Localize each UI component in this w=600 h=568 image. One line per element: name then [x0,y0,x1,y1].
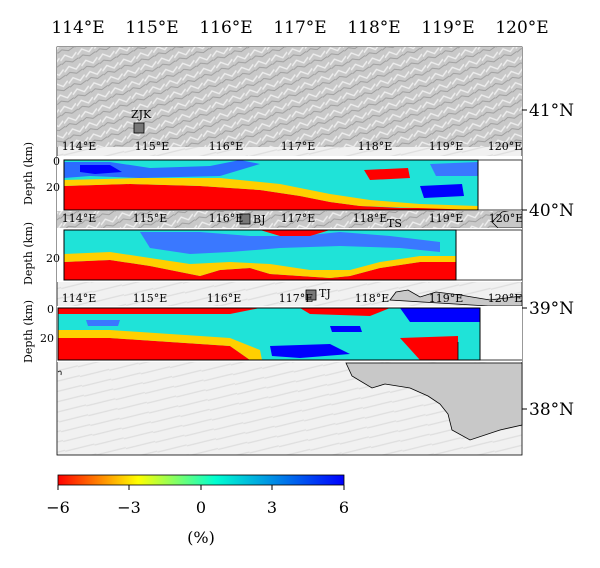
station-label-bj: BJ [253,213,266,226]
section-3-fast-anomaly [400,308,480,322]
section-1-slow-anomaly [364,168,410,180]
section-lon-label: 119°E [429,140,464,153]
top-longitude-axis: 114°E 115°E 116°E 117°E 118°E 119°E 120°… [51,18,548,38]
section-lon-label: 116°E [209,140,244,153]
section-3-transition [58,330,262,360]
section-lon-label: 120°E [488,140,523,153]
section-1: Depth (km) 0 20 114°E 115°E 116°E 117°E … [22,140,523,211]
lat-label: 40°N [529,201,574,221]
section-2-slow-anomaly [260,230,330,236]
mountain-relief [57,47,522,147]
section-lon-label: 118°E [358,140,393,153]
top-lon-label: 120°E [495,18,548,38]
section-2: Depth (km) 20 114°E 115°E 116°E 117°E 11… [22,212,523,285]
top-lon-label: 114°E [51,18,104,38]
section-lon-label: 119°E [429,212,464,225]
lat-label: 41°N [529,101,574,121]
station-label-zjk: ZJK [131,108,152,121]
section-lon-label: 120°E [489,212,524,225]
station-marker-bj [239,213,251,225]
section-lon-label: 117°E [281,212,316,225]
top-lon-label: 119°E [421,18,474,38]
section-3-slow-anomaly [58,308,260,314]
section-2-transition [64,252,456,278]
section-lon-label: 114°E [62,212,97,225]
section-1-outline [63,159,479,211]
section-lon-label: 119°E [429,292,464,305]
latitude-axis: 41°N 40°N 39°N 38°N [522,101,574,420]
station-label-tj: TJ [319,287,331,300]
mountain-relief-mid [57,210,522,230]
depth-axis-label: Depth (km) [22,222,35,285]
colorbar-tick-label: 3 [267,498,277,517]
section-1-notch [478,159,523,211]
coast-right-top [491,207,523,229]
section-lon-label: 114°E [62,292,97,305]
top-lon-label: 116°E [199,18,252,38]
bohai-sea [345,362,523,441]
depth-tick-label: 20 [40,332,54,345]
colorbar: −6 −3 0 3 6 (%) [46,474,349,547]
section-3-fast-anomaly [86,320,120,326]
section-3-fast-anomaly [330,326,362,332]
depth-tick-label: 20 [46,252,60,265]
section-lon-label: 118°E [353,212,388,225]
section-lon-label: 117°E [279,292,314,305]
section-3-slow-anomaly [400,336,458,360]
top-lon-label: 115°E [125,18,178,38]
station-label-ts: TS [387,217,402,230]
section-lon-label: 120°E [488,292,523,305]
section-lon-label: 116°E [209,212,244,225]
colorbar-gradient [57,474,345,486]
depth-axis-label: Depth (km) [22,142,35,205]
depth-tick-label: 0 [47,303,54,316]
section-lon-label: 115°E [133,292,168,305]
colorbar-tick-label: −6 [46,498,70,517]
section-lon-label: 118°E [355,292,390,305]
lat-label: 39°N [529,299,574,319]
top-lon-label: 118°E [347,18,400,38]
section-1-slow-anomaly [64,184,478,210]
depth-tick-label: 0 [53,155,60,168]
section-1-transition [64,178,478,210]
section-lon-label: 114°E [62,140,97,153]
section-3-slow-anomaly [58,338,250,360]
depth-tick-label: 20 [46,181,60,194]
colorbar-tick-label: −3 [117,498,141,517]
section-3-fast-anomaly [270,344,350,358]
section-2-fast-anomaly [140,232,440,254]
section-3: Depth (km) 0 20 114°E 115°E 116°E 117°E … [22,292,522,363]
section-2-notch [456,229,523,281]
island-outline [57,370,62,376]
station-marker-zjk [133,122,145,134]
station-marker-tj [305,289,317,301]
depth-axis-label: Depth (km) [22,300,35,363]
section-1-fast-anomaly [80,165,122,174]
section-3-notch [457,342,522,361]
section-3-slow-anomaly [300,308,390,316]
section-lon-label: 116°E [207,292,242,305]
section-3-outline [57,307,481,361]
section-2-slow-anomaly [64,260,456,280]
section-lon-label: 115°E [133,212,168,225]
section-1-fast-anomaly [430,162,478,176]
lat-label: 38°N [529,400,574,420]
section-1-fast-anomaly [420,184,464,198]
top-lon-label: 117°E [273,18,326,38]
section-lon-label: 115°E [135,140,170,153]
stations: ZJK BJ TS TJ [131,108,402,301]
section-2-outline [63,229,457,281]
colorbar-tick-label: 0 [196,498,206,517]
colorbar-unit: (%) [187,528,215,547]
section-1-fast-anomaly [64,160,260,178]
colorbar-tick-label: 6 [339,498,349,517]
section-lon-label: 117°E [281,140,316,153]
